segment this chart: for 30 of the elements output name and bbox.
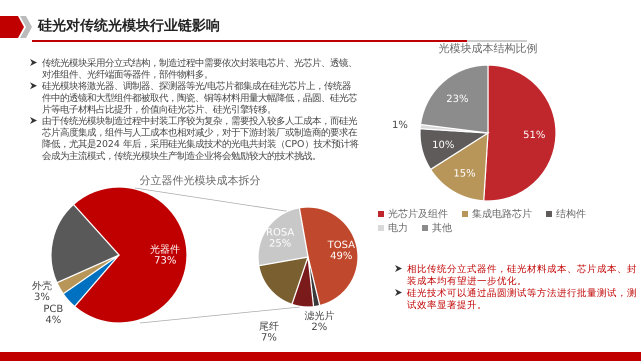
data-label: 2% [311,322,328,334]
slice-label: TOSA [326,240,356,252]
text: 硅光模块将激光器、调制器、探测器等光/电芯片都集成在硅光芯片上，传统器件中的透镜和大型组件都被取代，陶瓷、铜等材料用量大幅降低，晶圆、硅光芯片等电子材料占比提升，价值向硅光芯片、硅光引擎转移。 [41,81,357,116]
legend-label: 电力 [388,222,408,234]
data-label: 3% [34,292,50,304]
slice-label: 光器件 [150,244,180,256]
legend-label: 其他 [432,222,452,234]
data-label: 7% [261,332,277,344]
text: 由于传统光模块制造过程中封装工序较为复杂，需要投入较多人工成本，而硅光芯片高度集成，组件与人工成本也相对减少，对于下游封装厂或制造商的要求在降低，尤其是2024 年后，采用硅光集成技术的光电共封装（CPO）技术预计将会成为主流模式，传统光模块生产制造企业将会勉励较大的技术挑战。 [41,116,358,162]
legend-label: 集成电路芯片 [472,208,532,220]
slice-label: PCB [43,304,64,316]
data-label: 49% [330,251,352,262]
legend-label: 光芯片及组件 [388,208,448,220]
text: 硅光技术可以通过晶圆测试等方法进行批量测试，测试效率显著提升。 [406,287,637,311]
slice-label: 滤光片 [304,310,334,322]
data-label: 73% [154,256,176,267]
chart-title: 分立器件光模块成本拆分 [140,174,260,187]
chart-title: 光模块成本结构比例 [438,42,538,55]
data-label: 4% [45,315,62,326]
data-label: 15% [453,168,476,180]
data-label: 1% [392,120,408,132]
legend-label: 结构件 [556,208,586,220]
slice-label: 外壳 [32,280,52,292]
text: 相比传统分立式器件，硅光材料成本、芯片成本、封装成本均有望进一步优化。 [407,263,637,287]
data-label: 10% [432,140,454,151]
slice-label: 尾纤 [258,320,279,333]
text: 硅光对传统光模块行业链影响 [37,17,220,34]
text: 传统光模块采用分立式结构，制造过程中需要依次封装电芯片、光芯片、透镜、对准组件、光纤端面等器件，部件物料多。 [42,58,357,81]
data-label: 51% [523,130,546,141]
data-label: 23% [446,94,469,105]
